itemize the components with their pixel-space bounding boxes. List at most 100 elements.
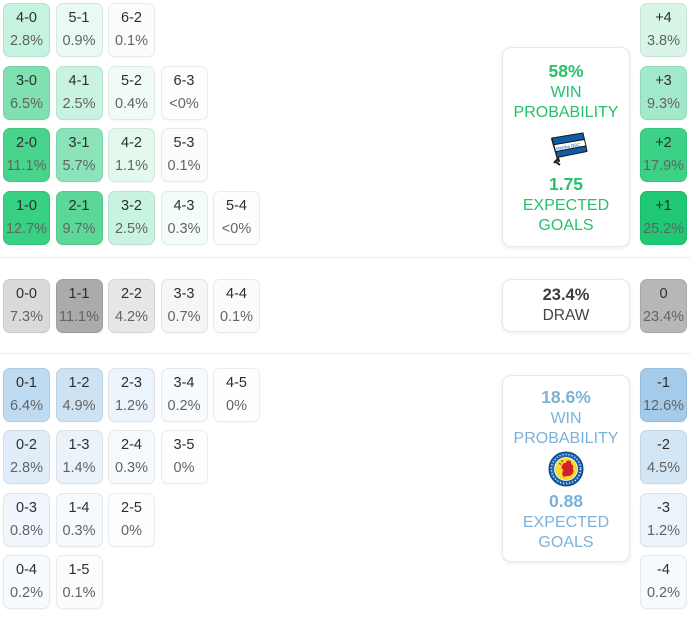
score-cell: 2-0 11.1% bbox=[3, 128, 50, 182]
score-cell: 4-5 0% bbox=[213, 367, 260, 422]
score-label: 4-0 bbox=[16, 10, 37, 26]
score-label: 5-3 bbox=[173, 135, 195, 151]
probability-label: 0.3% bbox=[62, 522, 96, 539]
score-label: +2 bbox=[655, 135, 672, 151]
score-cell: 4-4 0.1% bbox=[213, 279, 260, 333]
score-label: 1-5 bbox=[68, 562, 90, 578]
probability-label: 4.5% bbox=[646, 460, 681, 476]
probability-label: 6.5% bbox=[9, 95, 44, 112]
draw-score-grid: 0-0 7.3% 1-1 11.1% 2-2 4.2% 3-3 0.7% 4-4 0.1% bbox=[0, 279, 502, 342]
probability-label: 0.7% bbox=[167, 309, 201, 325]
probability-label: 0% bbox=[173, 460, 195, 476]
draw-label: DRAW bbox=[542, 307, 590, 324]
probability-label: <0% bbox=[169, 95, 199, 112]
score-label: -1 bbox=[657, 374, 670, 391]
svg-text:Hertha BSC: Hertha BSC bbox=[556, 142, 582, 151]
score-cell: 0-3 0.8% bbox=[3, 492, 50, 547]
probability-label: 2.5% bbox=[114, 220, 149, 237]
probability-label: 0.2% bbox=[646, 585, 681, 601]
score-cell: 1-3 1.4% bbox=[55, 430, 103, 484]
score-label: 2-0 bbox=[16, 135, 37, 151]
goal-diff-cell: +3 9.3% bbox=[640, 65, 687, 120]
score-label: 4-3 bbox=[173, 197, 195, 214]
away-win-label: WIN PROBABILITY bbox=[513, 409, 619, 447]
score-cell: 0-2 2.8% bbox=[3, 430, 50, 484]
grid-row: 2-0 11.1% 3-1 5.7% 4-2 1.1% 5-3 0.1% bbox=[3, 128, 502, 182]
score-cell: 2-1 9.7% bbox=[55, 190, 103, 245]
eintracht-braunschweig-badge-icon bbox=[548, 449, 584, 490]
score-label: 5-1 bbox=[68, 10, 90, 26]
probability-label: 4.2% bbox=[114, 309, 149, 325]
away-score-grid: 0-1 6.4% 1-2 4.9% 2-3 1.2% 3-4 0.2% 4-5 0% 0-2 2.8%… bbox=[0, 367, 502, 618]
score-label: 2-3 bbox=[121, 374, 142, 391]
score-label: 1-1 bbox=[68, 286, 90, 302]
probability-label: 1.1% bbox=[114, 158, 149, 174]
score-cell: 0-0 7.3% bbox=[3, 279, 50, 333]
probability-label: 3.8% bbox=[646, 33, 681, 49]
score-label: 0-1 bbox=[16, 374, 37, 391]
score-label: +3 bbox=[655, 72, 672, 89]
draw-goal-diff-column: 0 23.4% bbox=[640, 279, 687, 342]
probability-label: 2.8% bbox=[9, 33, 44, 49]
score-label: 3-1 bbox=[68, 135, 90, 151]
score-cell: 5-1 0.9% bbox=[55, 3, 103, 57]
home-win-pct: 58% bbox=[548, 61, 584, 81]
probability-label: 1.4% bbox=[62, 460, 96, 476]
probability-label: 11.1% bbox=[58, 309, 100, 325]
grid-row: 0-3 0.8% 1-4 0.3% 2-5 0% bbox=[3, 492, 502, 547]
score-label: 3-5 bbox=[173, 437, 195, 453]
score-label: 2-1 bbox=[68, 197, 90, 214]
probability-label: 0.1% bbox=[62, 585, 96, 601]
score-label: 6-2 bbox=[121, 10, 142, 26]
score-label: 4-1 bbox=[68, 72, 90, 89]
score-cell: 0-4 0.2% bbox=[3, 555, 50, 609]
score-cell: 2-4 0.3% bbox=[108, 430, 155, 484]
goal-diff-cell: +2 17.9% bbox=[640, 128, 687, 182]
goal-diff-cell: +1 25.2% bbox=[640, 190, 687, 245]
grid-row: 0-0 7.3% 1-1 11.1% 2-2 4.2% 3-3 0.7% 4-4 0.1% bbox=[3, 279, 502, 333]
home-expected-goals-label: EXPECTED GOALS bbox=[522, 197, 610, 234]
score-label: 5-4 bbox=[226, 197, 247, 214]
home-section: 4-0 2.8% 5-1 0.9% 6-2 0.1% 3-0 6.5% 4-1 2.5% 5-2 0.… bbox=[0, 0, 690, 257]
probability-label: 7.3% bbox=[9, 309, 44, 325]
score-cell: 3-0 6.5% bbox=[3, 65, 50, 120]
score-label: -3 bbox=[657, 499, 670, 516]
goal-diff-cell: 0 23.4% bbox=[640, 279, 687, 333]
score-label: 0-0 bbox=[16, 286, 37, 302]
score-cell: 2-5 0% bbox=[108, 492, 155, 547]
score-cell: 3-2 2.5% bbox=[108, 190, 155, 245]
probability-label: 0.3% bbox=[114, 460, 149, 476]
away-goal-diff-column: -1 12.6% -2 4.5% -3 1.2% -4 0.2% bbox=[640, 367, 687, 618]
score-label: 3-4 bbox=[173, 374, 195, 391]
probability-label: 12.7% bbox=[5, 220, 48, 237]
score-label: 2-2 bbox=[121, 286, 142, 302]
probability-label: 0.3% bbox=[167, 220, 201, 237]
away-win-panel: 18.6% WIN PROBABILITY 0.88 EXPECTED GOAL… bbox=[502, 374, 630, 562]
score-label: 3-3 bbox=[173, 286, 195, 302]
score-cell: 6-2 0.1% bbox=[108, 3, 155, 57]
goal-diff-cell: +4 3.8% bbox=[640, 3, 687, 57]
score-label: 4-5 bbox=[226, 374, 247, 391]
score-label: 1-3 bbox=[68, 437, 90, 453]
probability-label: 1.2% bbox=[114, 397, 149, 414]
grid-row: 4-0 2.8% 5-1 0.9% 6-2 0.1% bbox=[3, 3, 502, 57]
probability-label: 0.2% bbox=[9, 585, 44, 601]
score-cell: 4-0 2.8% bbox=[3, 3, 50, 57]
probability-label: 25.2% bbox=[642, 220, 685, 237]
score-cell: 4-1 2.5% bbox=[55, 65, 103, 120]
probability-label: 4.9% bbox=[62, 397, 96, 414]
away-expected-goals: 0.88 bbox=[548, 490, 584, 511]
score-label: 0 bbox=[659, 286, 668, 302]
draw-pct: 23.4% bbox=[542, 286, 590, 304]
score-label: +1 bbox=[655, 197, 672, 214]
score-cell: 4-3 0.3% bbox=[160, 190, 208, 245]
score-label: +4 bbox=[655, 10, 672, 26]
score-label: -2 bbox=[657, 437, 670, 453]
probability-label: 0.1% bbox=[114, 33, 149, 49]
probability-label: 12.6% bbox=[642, 397, 685, 414]
probability-label: 2.5% bbox=[62, 95, 96, 112]
goal-diff-cell: -4 0.2% bbox=[640, 555, 687, 609]
score-label: 0-4 bbox=[16, 562, 37, 578]
home-goal-diff-column: +4 3.8% +3 9.3% +2 17.9% +1 25.2% bbox=[640, 3, 687, 253]
